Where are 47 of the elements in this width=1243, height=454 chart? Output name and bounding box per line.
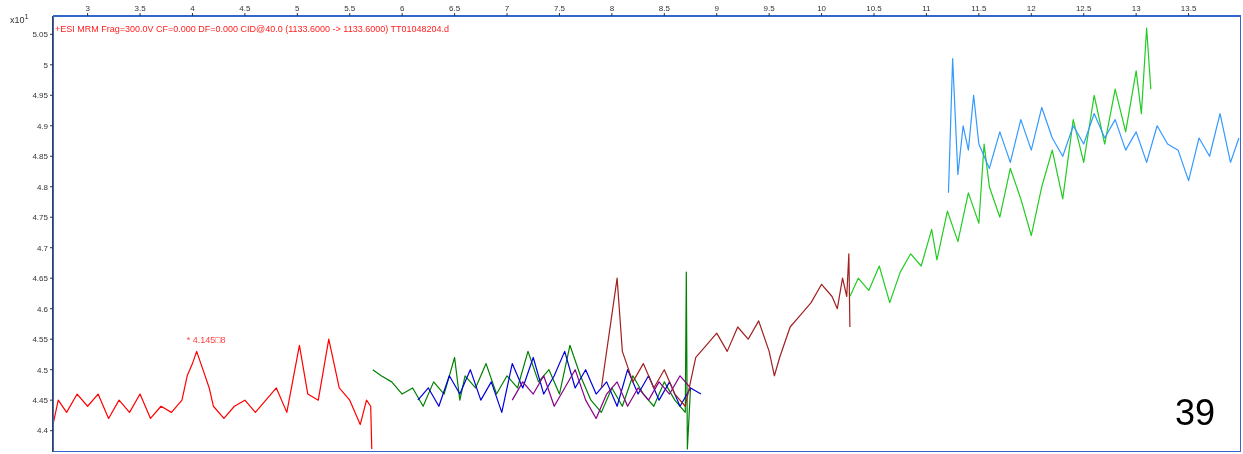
y-tick-label: 5.05: [32, 30, 49, 40]
line-series: [417, 350, 702, 413]
line-series: [947, 58, 1240, 194]
x-tick-label: 3: [85, 4, 91, 13]
x-tick-label: 10: [817, 4, 827, 13]
y-tick-label: 4.55: [32, 335, 49, 345]
x-tick-label: 6: [399, 4, 405, 13]
x-tick-label: 4: [190, 4, 196, 13]
y-tick-label: 4.45: [32, 396, 49, 406]
line-series: [372, 271, 692, 450]
x-tick-label: 12.5: [1075, 4, 1093, 13]
y-tick-label: 4.4: [36, 426, 49, 436]
annotation: 39: [1174, 392, 1215, 433]
x-tick-label: 5.5: [344, 4, 356, 13]
x-tick-label: 10.5: [866, 4, 883, 13]
x-tick-label: 9: [714, 4, 720, 13]
y-tick-label: 4.6: [36, 304, 49, 314]
x-tick-label: 13: [1131, 4, 1142, 13]
y-tick-label: 4.85: [32, 152, 49, 162]
y-tick-label: 4.8: [36, 182, 49, 192]
x-tick-label: 8: [609, 4, 615, 13]
y-tick-label: 4.75: [32, 213, 49, 223]
line-series: [511, 369, 692, 420]
y-tick-label: 5: [43, 60, 49, 70]
x-tick-label: 5: [295, 4, 301, 13]
x-tick-label: 12: [1026, 4, 1037, 13]
annotation: * 4.145□8: [186, 335, 226, 346]
x-tick-label: 11.5: [971, 4, 987, 13]
x-tick-label: 11: [922, 4, 932, 13]
y-tick-label: 4.95: [32, 91, 49, 101]
y-tick-label: 4.65: [32, 274, 49, 284]
line-series: [849, 27, 1152, 304]
x-tick-label: 3.5: [134, 4, 147, 13]
line-series: [53, 338, 373, 450]
x-tick-label: 7.5: [553, 4, 566, 13]
y-tick-label: 4.9: [36, 121, 49, 131]
y-axis-title: x10$^{1}$: [10, 12, 29, 25]
line-series: [600, 253, 851, 407]
x-tick-label: 13.5: [1180, 4, 1197, 13]
x-tick-label: 7: [504, 4, 510, 13]
x-tick-label: 9.5: [763, 4, 776, 13]
y-tick-label: 4.5: [36, 365, 49, 375]
x-tick-label: 4.5: [239, 4, 251, 13]
x-tick-label: 8.5: [658, 4, 671, 13]
text: +ESI MRM Frag=300.0V CF=0.000 DF=0.000 CID@40.0 (1133.6000 -> 1133.6000) TT01048204.d: [55, 24, 450, 34]
x-tick-label: 6.5: [449, 4, 461, 13]
y-tick-label: 4.7: [36, 243, 49, 253]
